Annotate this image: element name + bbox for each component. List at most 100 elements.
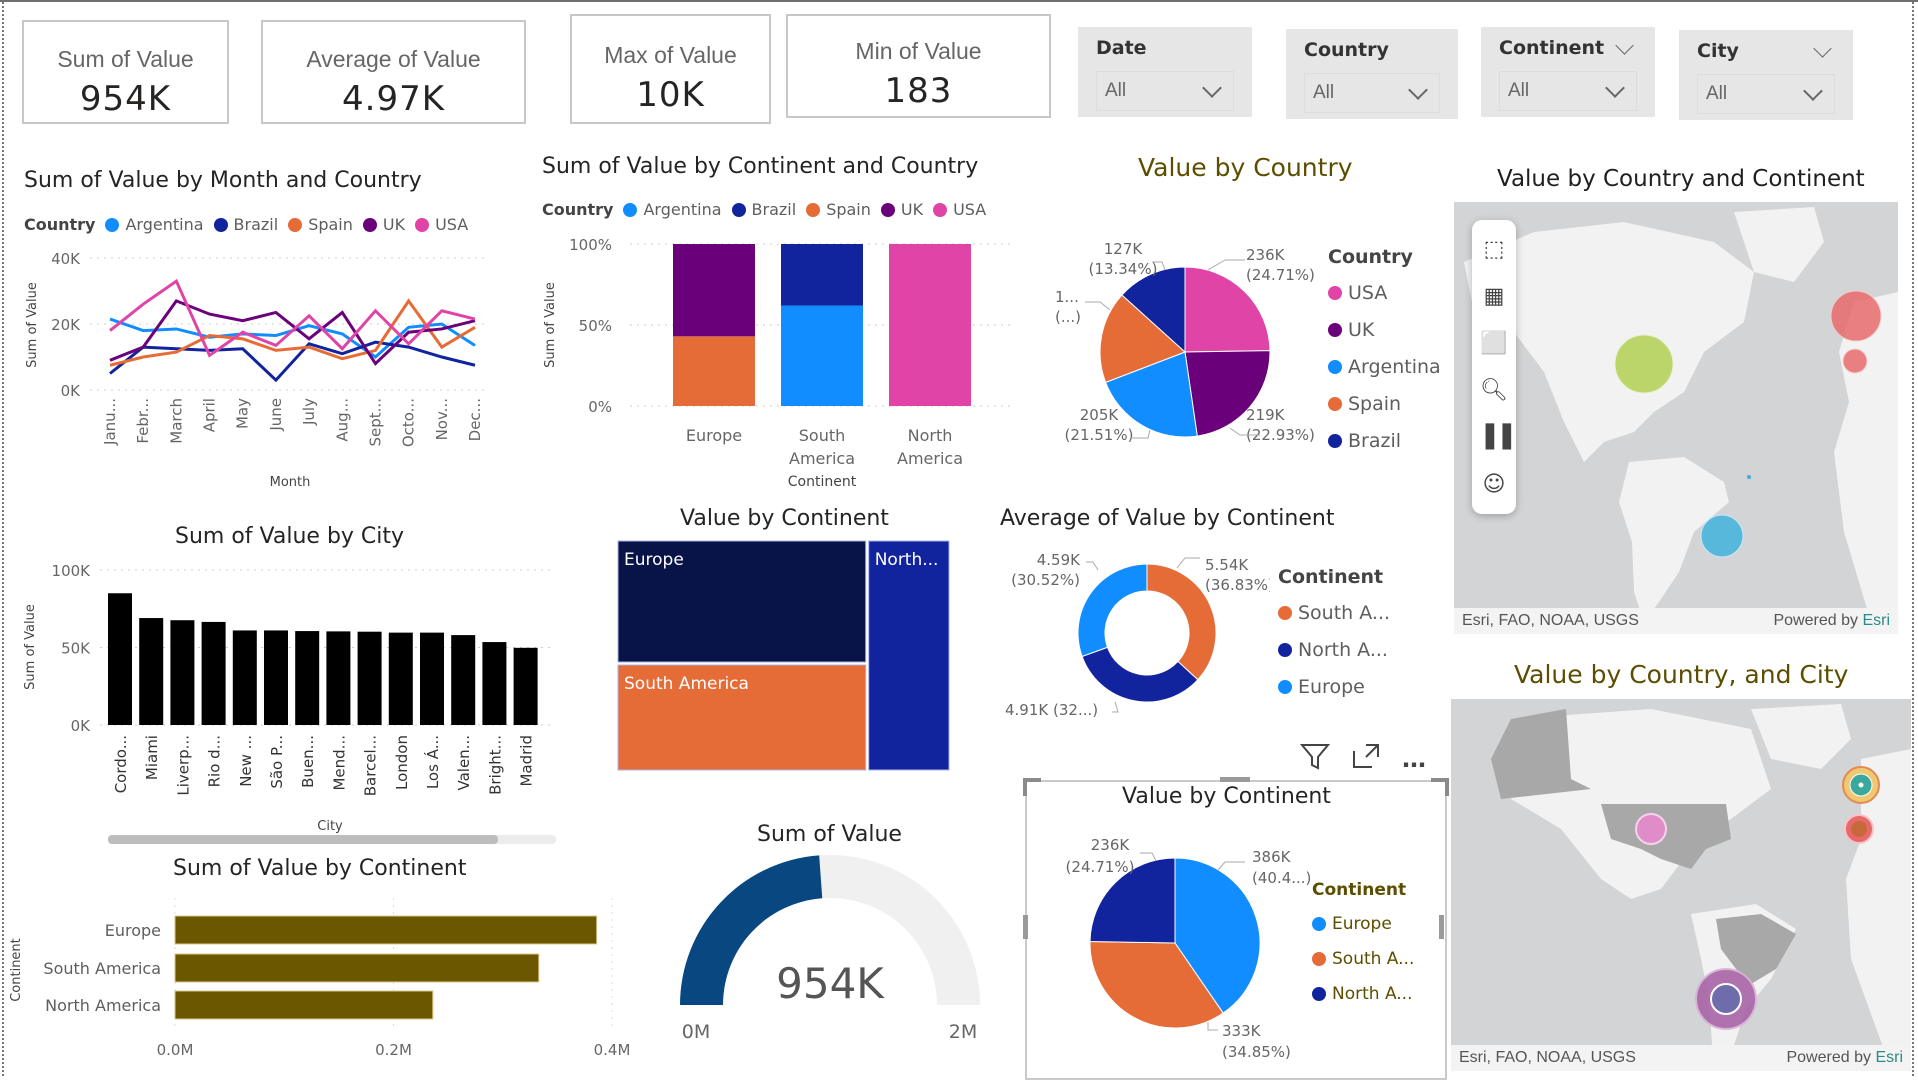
bubble-usa	[1614, 334, 1674, 394]
bar-2	[170, 620, 195, 725]
select-icon[interactable]: ⬜	[1480, 330, 1508, 356]
kpi-card-max[interactable]: Max of Value 10K	[570, 14, 771, 124]
layers-icon[interactable]: ⬚	[1483, 236, 1505, 262]
legend-label[interactable]: Spain	[308, 215, 353, 234]
search-icon[interactable]: 🔍︎	[1480, 377, 1508, 403]
esri-link[interactable]: Esri	[1862, 612, 1890, 629]
visual-header: …	[1299, 742, 1428, 776]
continent-bar-chart[interactable]: 0.0M 0.2M 0.4M Continent Europe South America…	[0, 890, 640, 1076]
pie-chart-continent[interactable]: 386K (40.4...) 333K (34.85%) 236K (24.71%)	[1030, 825, 1320, 1070]
grid-icon[interactable]: ▦	[1483, 283, 1505, 309]
stacked-bar-chart[interactable]: 0% 50% 100% Sum of Value Europe South America N…	[530, 228, 1020, 493]
legend-item[interactable]: UK	[1328, 311, 1441, 348]
pie-slice-argentina	[1104, 351, 1198, 438]
legend-dot-north-america	[1312, 986, 1326, 1001]
line-series-brazil	[109, 340, 476, 383]
slicer-dropdown-date[interactable]: All	[1096, 71, 1234, 111]
map-country-city[interactable]: Esri, FAO, NOAA, USGS Powered by Esri	[1451, 699, 1911, 1071]
data-label-percent: (...)	[1055, 308, 1081, 326]
legend-dot-argentina	[1328, 359, 1342, 374]
donut-chart[interactable]: 5.54K (36.83%) 4.91K (32...) 4.59K (30.52%)	[990, 540, 1270, 730]
chart-icon[interactable]: ▐▐	[1477, 424, 1511, 450]
powered-by-text: Powered by	[1773, 612, 1858, 629]
resize-handle[interactable]	[1431, 778, 1449, 796]
slicer-dropdown-continent[interactable]: All	[1499, 71, 1637, 111]
legend-label[interactable]: Brazil	[233, 215, 279, 234]
legend-item[interactable]: South A...	[1312, 941, 1414, 976]
legend-label[interactable]: USA	[953, 200, 987, 219]
legend-label: UK	[1348, 318, 1375, 341]
resize-handle[interactable]	[1023, 915, 1028, 939]
powered-by[interactable]: Powered by Esri	[1786, 1049, 1903, 1067]
bubble-uk	[1830, 290, 1882, 342]
legend-item[interactable]: South A...	[1278, 594, 1390, 631]
legend-label[interactable]: UK	[900, 200, 924, 219]
kpi-label: Average of Value	[306, 46, 481, 72]
more-options-icon[interactable]: …	[1402, 745, 1428, 773]
chevron-down-icon[interactable]	[1615, 36, 1634, 55]
powered-by[interactable]: Powered by Esri	[1773, 612, 1890, 630]
legend-label[interactable]: Argentina	[125, 215, 204, 234]
legend-item[interactable]: Spain	[1328, 385, 1441, 422]
legend-label[interactable]: Brazil	[751, 200, 797, 219]
slicer-dropdown-country[interactable]: All	[1304, 73, 1440, 113]
legend-item[interactable]: USA	[1328, 274, 1441, 311]
slicer-value: All	[1706, 83, 1728, 104]
legend-label: North A...	[1332, 983, 1413, 1004]
resize-handle[interactable]	[1220, 777, 1250, 782]
x-axis-label: Month	[270, 475, 311, 490]
basemap	[1491, 704, 1911, 1071]
pie-chart-country[interactable]: 236K (24.71%) 219K (22.93%) 205K (21.51%) 1...…	[1030, 230, 1330, 480]
leader-line	[1130, 429, 1151, 439]
window-top-border	[0, 0, 1918, 2]
x-tick-label: Dec...	[466, 398, 484, 441]
bubble-spain	[1842, 348, 1868, 374]
scrollbar-thumb[interactable]	[108, 835, 498, 844]
legend-label[interactable]: USA	[435, 215, 469, 234]
kpi-value: 10K	[636, 75, 705, 115]
data-label-percent: (36.83%)	[1205, 576, 1270, 594]
x-tick-label: Miami	[143, 735, 161, 780]
slicer-title-text: Continent	[1499, 37, 1605, 59]
slicer-dropdown-city[interactable]: All	[1697, 74, 1835, 114]
kpi-card-sum[interactable]: Sum of Value 954K	[22, 20, 229, 124]
kpi-card-average[interactable]: Average of Value 4.97K	[261, 20, 526, 124]
bar-12	[482, 642, 507, 725]
canvas-right-border	[1912, 2, 1914, 1076]
leader-line	[1207, 1022, 1218, 1031]
treemap[interactable]: Europe South America North...	[617, 540, 952, 773]
x-tick-label: Rio d...	[206, 735, 224, 787]
resize-handle[interactable]	[1439, 915, 1444, 939]
legend-item[interactable]: North A...	[1312, 976, 1414, 1011]
leader-line	[1140, 852, 1157, 862]
esri-link[interactable]: Esri	[1875, 1049, 1903, 1066]
gauge-chart[interactable]: 954K 0M 2M	[660, 850, 1000, 1050]
line-chart[interactable]: 0K 20K 40K Sum of Value Janu... Febr... March A…	[0, 240, 500, 500]
y-tick-label: 40K	[51, 250, 81, 268]
chevron-down-icon[interactable]	[1813, 39, 1832, 58]
city-bar-chart[interactable]: 0K 50K 100K Sum of Value Cordo... Miami Liverp…	[0, 555, 570, 845]
kpi-card-min[interactable]: Min of Value 183	[786, 14, 1051, 118]
landmass-south-america	[1619, 457, 1729, 622]
focus-mode-icon[interactable]	[1352, 743, 1380, 775]
legend-item[interactable]: Europe	[1312, 906, 1414, 941]
x-tick-label: Mend...	[330, 735, 348, 791]
slicer-value: All	[1313, 82, 1335, 103]
legend-item[interactable]: North A...	[1278, 631, 1390, 668]
filter-icon[interactable]	[1299, 742, 1331, 776]
resize-handle[interactable]	[1023, 778, 1041, 796]
powered-by-text: Powered by	[1786, 1049, 1871, 1066]
legend-item[interactable]: Europe	[1278, 668, 1390, 705]
legend-item[interactable]: Argentina	[1328, 348, 1441, 385]
legend-label[interactable]: Argentina	[643, 200, 722, 219]
legend-dot-usa	[1328, 285, 1342, 300]
data-label-percent: (24.71%)	[1246, 266, 1315, 284]
legend-label[interactable]: UK	[382, 215, 406, 234]
legend-item[interactable]: Brazil	[1328, 422, 1441, 459]
line-chart-title: Sum of Value by Month and Country	[24, 168, 422, 193]
person-icon[interactable]: ☺	[1482, 471, 1506, 497]
bar-7	[326, 631, 351, 725]
legend-dot-brazil	[213, 217, 228, 232]
map-country-continent[interactable]: ⬚ ▦ ⬜ 🔍︎ ▐▐ ☺ Esri, FAO, NOAA, USGS Powe…	[1454, 202, 1898, 634]
legend-label[interactable]: Spain	[826, 200, 871, 219]
